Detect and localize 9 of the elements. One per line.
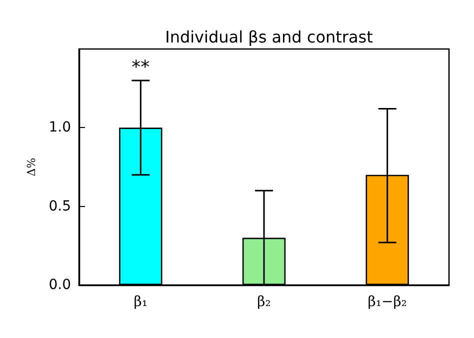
chart-title: Individual βs and contrast — [165, 28, 373, 46]
y-tick-label: 0.5 — [48, 198, 71, 214]
annotation: ** — [132, 56, 150, 78]
x-tick-label: β₁−β₂ — [368, 294, 407, 310]
y-axis-title: Δ% — [25, 158, 38, 176]
x-tick-label: β₂ — [257, 294, 271, 310]
x-tick-label: β₁ — [134, 294, 148, 310]
y-tick-label: 0.0 — [48, 277, 71, 293]
y-tick-label: 1.0 — [48, 120, 71, 136]
